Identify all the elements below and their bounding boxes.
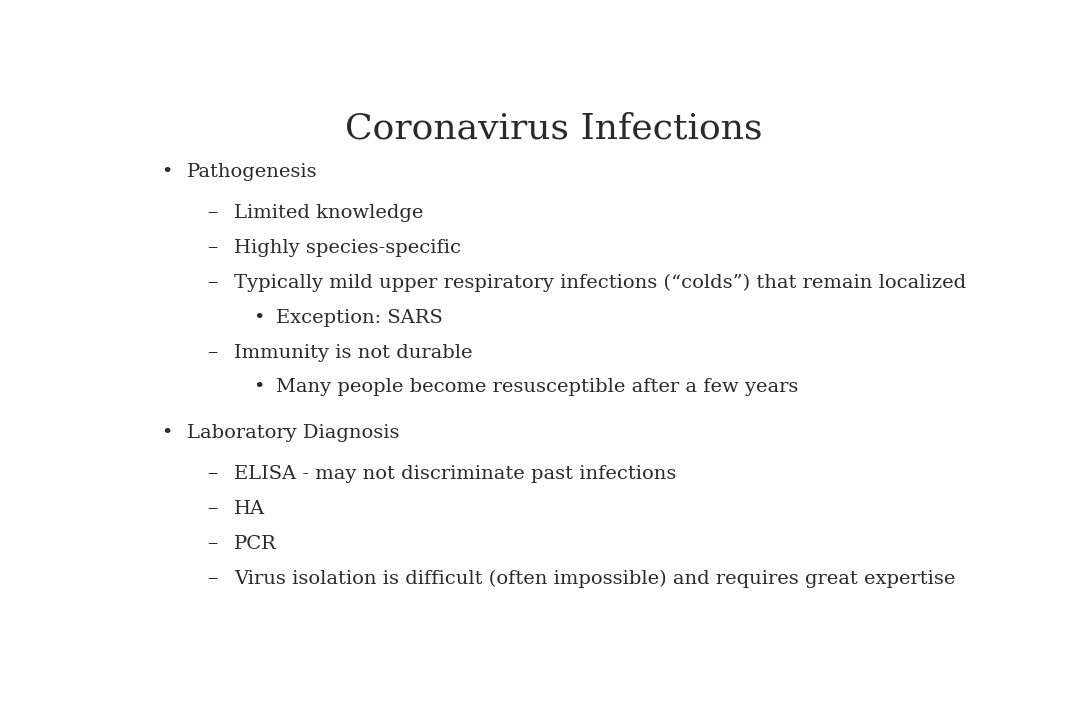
Text: Limited knowledge: Limited knowledge — [233, 204, 423, 222]
Text: –: – — [206, 203, 217, 222]
Text: –: – — [206, 238, 217, 257]
Text: •: • — [253, 309, 265, 327]
Text: –: – — [206, 464, 217, 483]
Text: Pathogenesis: Pathogenesis — [187, 163, 318, 181]
Text: Typically mild upper respiratory infections (“colds”) that remain localized: Typically mild upper respiratory infecti… — [233, 274, 966, 292]
Text: Immunity is not durable: Immunity is not durable — [233, 343, 472, 361]
Text: •: • — [161, 163, 173, 181]
Text: ELISA - may not discriminate past infections: ELISA - may not discriminate past infect… — [233, 465, 676, 483]
Text: –: – — [206, 343, 217, 362]
Text: Virus isolation is difficult (often impossible) and requires great expertise: Virus isolation is difficult (often impo… — [233, 570, 955, 588]
Text: Highly species-specific: Highly species-specific — [233, 239, 461, 257]
Text: –: – — [206, 500, 217, 518]
Text: Laboratory Diagnosis: Laboratory Diagnosis — [187, 425, 400, 443]
Text: Many people become resusceptible after a few years: Many people become resusceptible after a… — [275, 379, 798, 397]
Text: Exception: SARS: Exception: SARS — [275, 309, 443, 327]
Text: –: – — [206, 273, 217, 292]
Text: •: • — [161, 425, 173, 443]
Text: Coronavirus Infections: Coronavirus Infections — [345, 112, 762, 145]
Text: HA: HA — [233, 500, 265, 518]
Text: –: – — [206, 534, 217, 553]
Text: –: – — [206, 570, 217, 588]
Text: •: • — [253, 379, 265, 397]
Text: PCR: PCR — [233, 535, 276, 553]
